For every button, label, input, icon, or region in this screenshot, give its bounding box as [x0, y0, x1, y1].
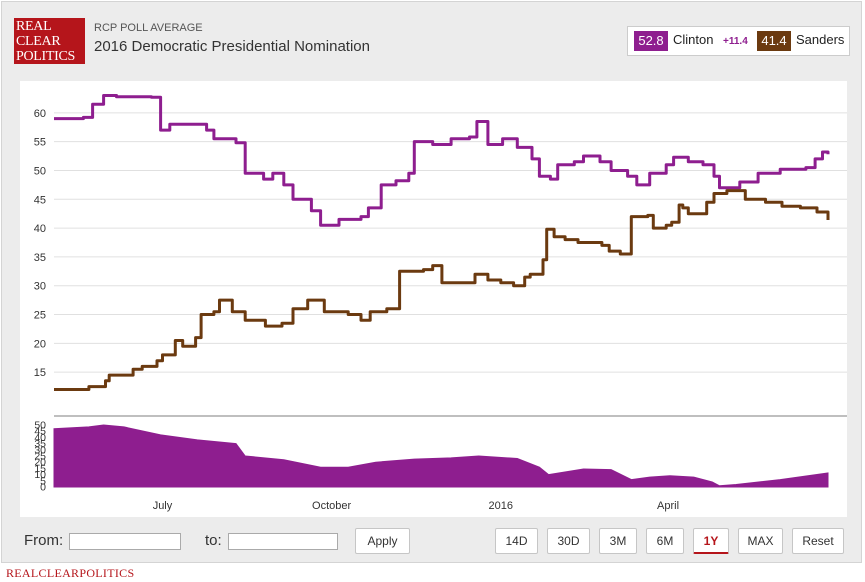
spread-y-tick-label: 25 [34, 451, 46, 463]
y-tick-label: 55 [34, 137, 46, 149]
spread-area [53, 424, 829, 488]
range-14d-button[interactable]: 14D [495, 528, 538, 554]
poll-chart: 1520253035404550556005101520253035404550… [34, 94, 847, 512]
y-tick-label: 45 [34, 194, 46, 206]
spread-y-tick-label: 15 [34, 463, 46, 475]
y-tick-label: 40 [34, 223, 46, 235]
x-tick-label: July [153, 500, 173, 512]
spread-y-tick-label: 10 [34, 469, 46, 481]
x-tick-label: October [312, 500, 351, 512]
spread-y-tick-label: 35 [34, 438, 46, 450]
header: REAL CLEAR POLITICS RCP POLL AVERAGE 201… [2, 2, 861, 78]
sanders-line [54, 189, 830, 391]
range-6m-button[interactable]: 6M [646, 528, 684, 554]
spread-value: +11.4 [723, 36, 748, 47]
y-tick-label: 60 [34, 108, 46, 120]
y-tick-label: 20 [34, 338, 46, 350]
spread-y-tick-label: 40 [34, 432, 46, 444]
y-tick-label: 50 [34, 165, 46, 177]
from-date-input[interactable] [69, 533, 181, 550]
spread-y-tick-label: 30 [34, 444, 46, 456]
x-tick-label: 2016 [489, 500, 513, 512]
y-tick-label: 35 [34, 252, 46, 264]
range-3m-button[interactable]: 3M [599, 528, 637, 554]
sanders-value-badge: 41.4 [757, 31, 791, 51]
rcp-logo[interactable]: REAL CLEAR POLITICS [14, 18, 85, 64]
sanders-legend-label: Sanders [796, 32, 845, 47]
spread-y-tick-label: 5 [40, 475, 46, 487]
apply-button[interactable]: Apply [355, 528, 410, 554]
x-tick-label: April [657, 500, 679, 512]
spread-y-tick-label: 50 [34, 420, 46, 432]
spread-y-tick-label: 45 [34, 426, 46, 438]
date-range-controls: From: to: Apply 14D 30D 3M 6M 1Y MAX Res… [2, 518, 861, 564]
chart-subtitle: RCP POLL AVERAGE [94, 22, 203, 34]
plot-area: 15 20 25 30 35 40 45 50 55 60 0 5 10 15 20 25 30 35 40 45 50… [20, 81, 847, 517]
reset-button[interactable]: Reset [792, 528, 844, 554]
chart-widget: REAL CLEAR POLITICS RCP POLL AVERAGE 201… [1, 1, 862, 563]
footer-brand[interactable]: REALCLEARPOLITICS [6, 566, 135, 580]
from-label: From: [24, 532, 64, 549]
y-tick-label: 15 [34, 367, 46, 379]
legend: 52.8 Clinton +11.4 41.4 Sanders [627, 26, 850, 56]
range-max-button[interactable]: MAX [738, 528, 783, 554]
spread-y-tick-label: 20 [34, 457, 46, 469]
y-tick-label: 25 [34, 310, 46, 322]
clinton-line [54, 94, 830, 227]
to-date-input[interactable] [228, 533, 338, 550]
range-30d-button[interactable]: 30D [547, 528, 590, 554]
to-label: to: [205, 532, 222, 549]
range-1y-button[interactable]: 1Y [693, 528, 729, 554]
chart-title: 2016 Democratic Presidential Nomination [94, 38, 370, 55]
clinton-legend-label: Clinton [673, 32, 714, 47]
y-tick-label: 30 [34, 281, 46, 293]
spread-y-tick-label: 0 [40, 482, 46, 494]
clinton-value-badge: 52.8 [634, 31, 668, 51]
